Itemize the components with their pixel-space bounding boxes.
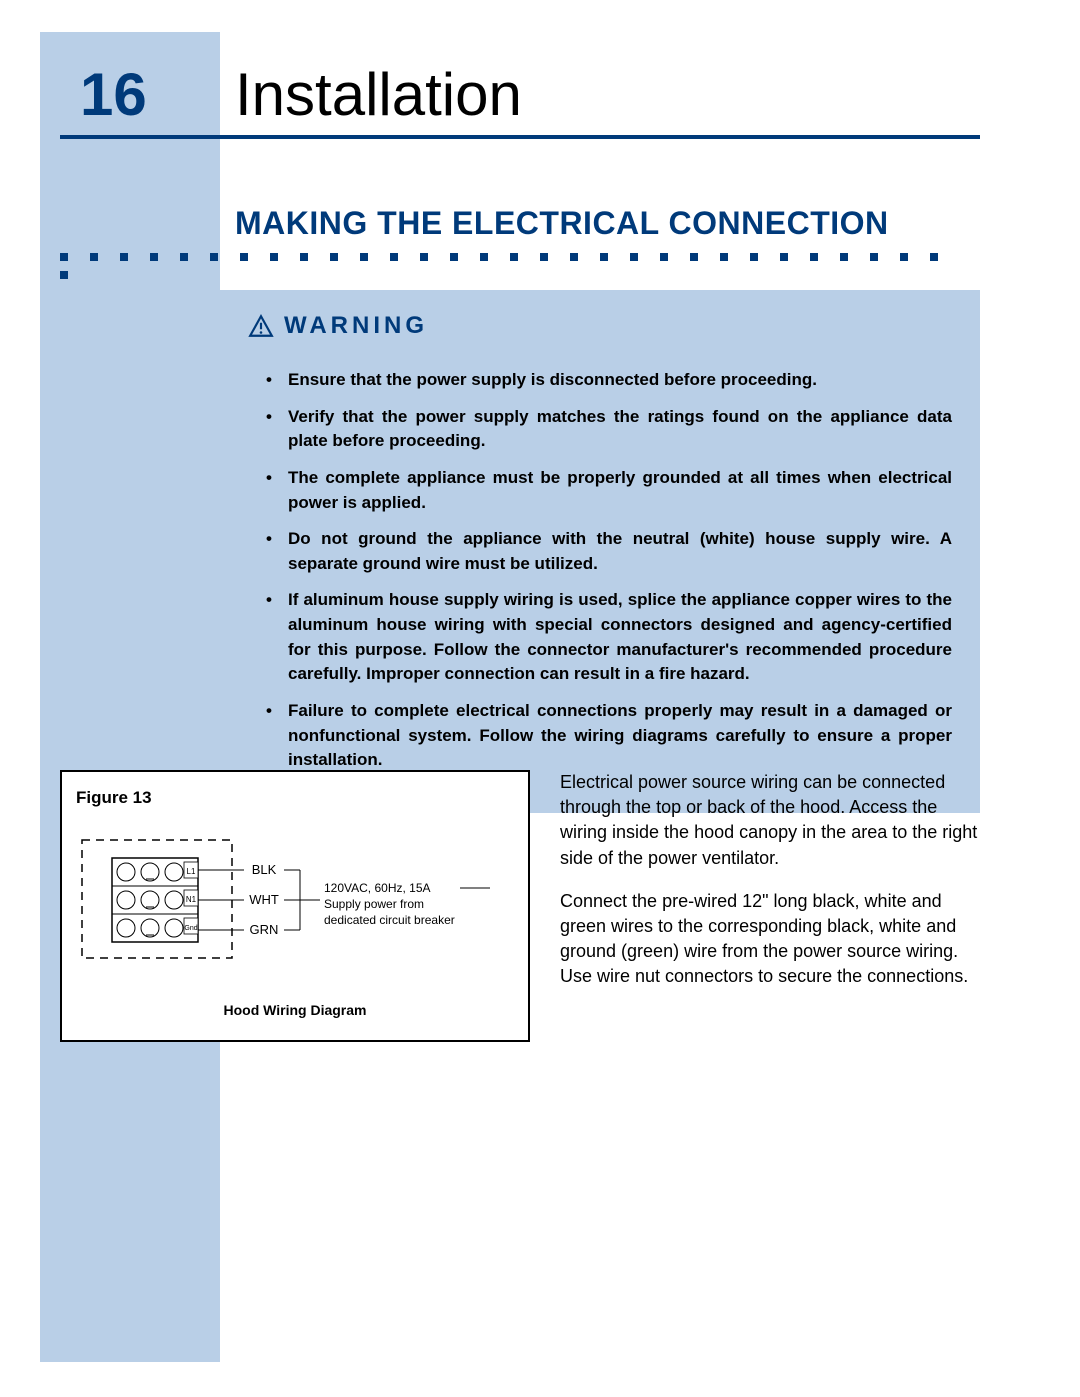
dotted-rule [60, 248, 980, 258]
supply-line-3: dedicated circuit breaker [324, 913, 455, 927]
warning-item: If aluminum house supply wiring is used,… [288, 588, 952, 687]
manual-page: 16 Installation MAKING THE ELECTRICAL CO… [0, 0, 1080, 1397]
warning-list: Ensure that the power supply is disconne… [248, 368, 952, 773]
dot [870, 253, 878, 261]
figure-caption: Hood Wiring Diagram [76, 1002, 514, 1018]
page-number: 16 [80, 60, 147, 129]
dot [180, 253, 188, 261]
figure-box: Figure 13 [60, 770, 530, 1042]
dot [930, 253, 938, 261]
dot [270, 253, 278, 261]
left-blue-column [40, 32, 220, 1362]
terminal-id-0: L1 [187, 867, 196, 876]
warning-triangle-icon [248, 313, 274, 339]
warning-item: Ensure that the power supply is disconne… [288, 368, 952, 393]
body-paragraph-2: Connect the pre-wired 12" long black, wh… [560, 889, 980, 990]
dot [390, 253, 398, 261]
title-underline [60, 135, 980, 139]
warning-item: The complete appliance must be properly … [288, 466, 952, 515]
dot [600, 253, 608, 261]
dot [210, 253, 218, 261]
supply-line-2: Supply power from [324, 897, 424, 911]
dot [690, 253, 698, 261]
body-paragraph-1: Electrical power source wiring can be co… [560, 770, 980, 871]
warning-item: Failure to complete electrical connectio… [288, 699, 952, 773]
dot [780, 253, 788, 261]
dot [750, 253, 758, 261]
wire-label-2: GRN [250, 922, 279, 937]
dot [60, 271, 68, 279]
dot [840, 253, 848, 261]
body-text: Electrical power source wiring can be co… [560, 770, 980, 1042]
page-title: Installation [235, 60, 522, 129]
dot [480, 253, 488, 261]
two-column-row: Figure 13 [60, 770, 980, 1042]
dot [150, 253, 158, 261]
warning-box: WARNING Ensure that the power supply is … [220, 290, 980, 813]
dot [510, 253, 518, 261]
wiring-diagram-svg: L1 N1 Gnd BLK WHT GRN [76, 822, 516, 992]
dot [60, 253, 68, 261]
dot [900, 253, 908, 261]
section-title: MAKING THE ELECTRICAL CONNECTION [235, 205, 889, 242]
dot [450, 253, 458, 261]
dot [720, 253, 728, 261]
dot [570, 253, 578, 261]
warning-item: Do not ground the appliance with the neu… [288, 527, 952, 576]
dot [120, 253, 128, 261]
terminal-id-2: Gnd [184, 925, 197, 932]
dot [420, 253, 428, 261]
warning-item: Verify that the power supply matches the… [288, 405, 952, 454]
terminal-id-1: N1 [186, 895, 197, 904]
dot [810, 253, 818, 261]
figure-title: Figure 13 [76, 788, 514, 808]
dot [90, 253, 98, 261]
supply-line-1: 120VAC, 60Hz, 15A [324, 881, 431, 895]
dot [330, 253, 338, 261]
wiring-diagram: L1 N1 Gnd BLK WHT GRN [76, 822, 516, 992]
dot [300, 253, 308, 261]
warning-heading: WARNING [248, 312, 952, 340]
dot [540, 253, 548, 261]
wire-label-1: WHT [249, 892, 279, 907]
warning-label: WARNING [284, 312, 428, 340]
wire-label-0: BLK [252, 862, 277, 877]
dot [660, 253, 668, 261]
dot [240, 253, 248, 261]
dot [630, 253, 638, 261]
dot [360, 253, 368, 261]
